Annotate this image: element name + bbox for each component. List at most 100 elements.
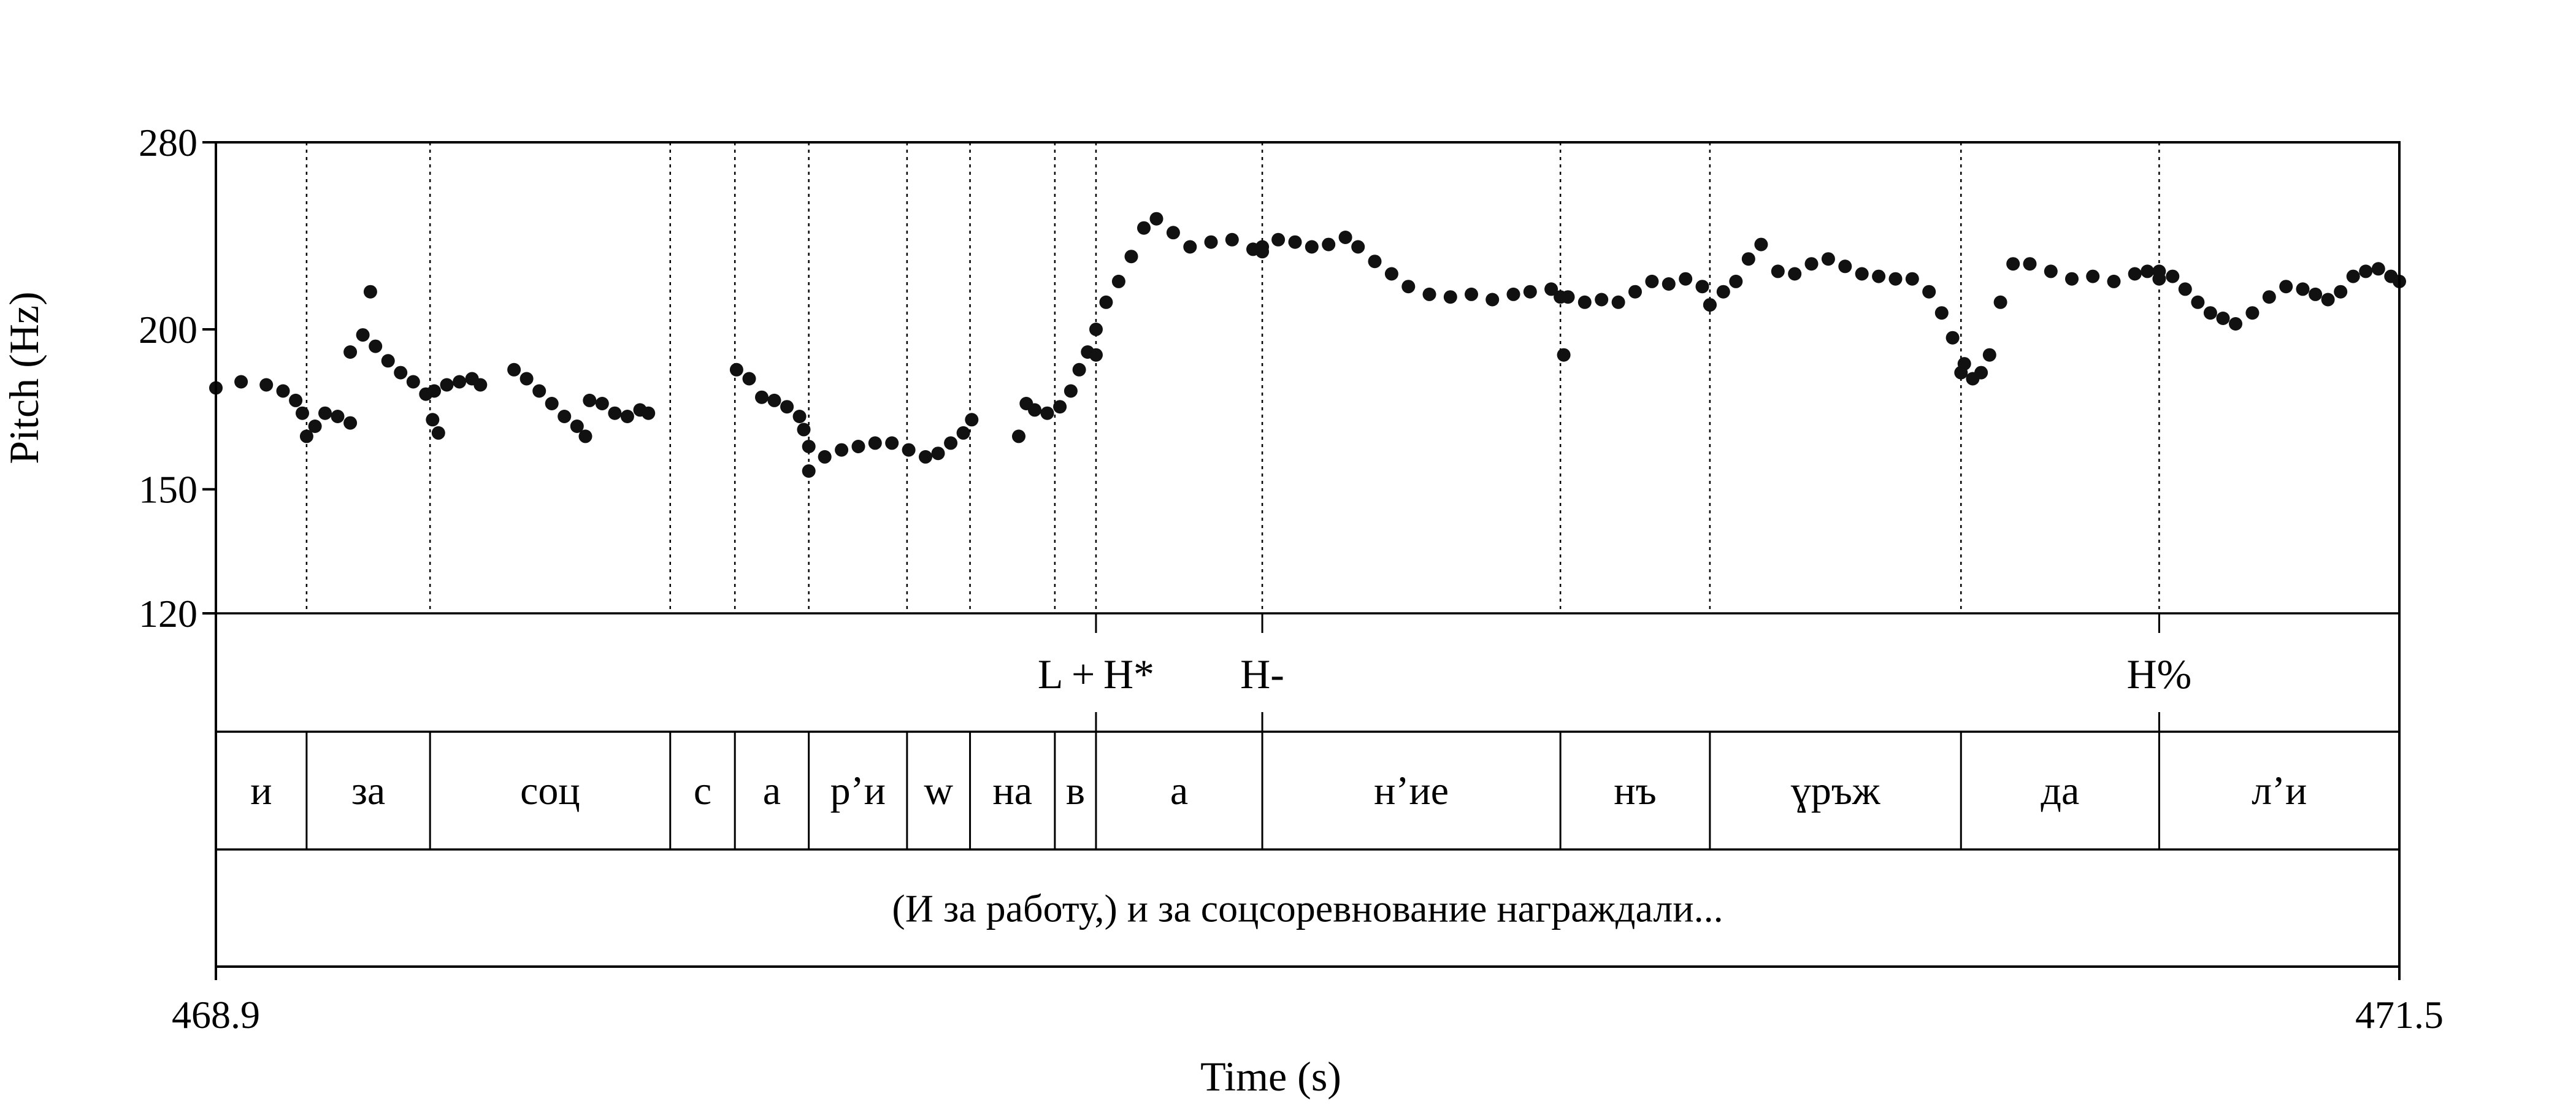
segment-label: ɣръж bbox=[1791, 769, 1880, 813]
pitch-point bbox=[802, 440, 816, 453]
boundary-lines bbox=[305, 142, 2160, 613]
pitch-point bbox=[308, 420, 322, 433]
pitch-point bbox=[2178, 282, 2192, 296]
pitch-point bbox=[868, 436, 882, 450]
pitch-point bbox=[1741, 252, 1755, 266]
pitch-point bbox=[1611, 295, 1625, 309]
pitch-point bbox=[1982, 348, 1996, 362]
pitch-point bbox=[1974, 366, 1988, 380]
pitch-point bbox=[729, 362, 743, 377]
pitch-point bbox=[2023, 257, 2037, 271]
pitch-point bbox=[902, 443, 916, 457]
pitch-point bbox=[507, 362, 521, 377]
pitch-point bbox=[1053, 400, 1067, 414]
pitch-point bbox=[1338, 231, 1352, 244]
pitch-point bbox=[1271, 232, 1286, 247]
pitch-point bbox=[1124, 250, 1138, 264]
pitch-point bbox=[578, 429, 592, 443]
pitch-point bbox=[944, 436, 958, 450]
pitch-point bbox=[2086, 269, 2100, 283]
y-tick-label: 200 bbox=[139, 308, 197, 351]
pitch-point bbox=[835, 443, 849, 457]
pitch-point bbox=[1544, 282, 1558, 296]
pitch-point bbox=[406, 375, 420, 389]
pitch-point bbox=[885, 436, 899, 450]
pitch-point bbox=[1137, 221, 1151, 235]
pitch-point bbox=[608, 406, 622, 420]
pitch-point bbox=[1465, 287, 1478, 301]
segment-label: и bbox=[250, 769, 272, 813]
y-axis-label: Pitch (Hz) bbox=[1, 291, 47, 464]
pitch-point bbox=[2152, 264, 2166, 278]
y-tick-label: 150 bbox=[139, 468, 197, 512]
pitch-point bbox=[2279, 280, 2293, 294]
pitch-points bbox=[209, 212, 2406, 478]
pitch-point bbox=[1506, 287, 1520, 301]
pitch-point bbox=[1089, 323, 1103, 336]
pitch-point bbox=[1072, 362, 1086, 377]
annotation-tiers: L + H* H- H% и за соц с а р’и w на в а н’ие нъ ɣръж да л’… bbox=[250, 613, 2307, 930]
pitch-point bbox=[1695, 280, 1709, 294]
pitch-point bbox=[276, 384, 290, 398]
pitch-point bbox=[767, 393, 781, 407]
pitch-point bbox=[1401, 280, 1416, 294]
pitch-point bbox=[1934, 306, 1949, 320]
pitch-point bbox=[1099, 295, 1113, 309]
pitch-point bbox=[802, 464, 816, 478]
pitch-point bbox=[1905, 272, 1919, 286]
pitch-point bbox=[1771, 264, 1785, 278]
pitch-point bbox=[1595, 293, 1609, 307]
pitch-point bbox=[2346, 269, 2360, 283]
pitch-point bbox=[1368, 255, 1382, 269]
pitch-point bbox=[818, 450, 832, 464]
pitch-point bbox=[1225, 232, 1239, 247]
tone-label: H- bbox=[1240, 651, 1284, 697]
pitch-point bbox=[1838, 259, 1852, 274]
pitch-point bbox=[1557, 348, 1571, 362]
pitch-point bbox=[797, 423, 811, 437]
segment-label: с bbox=[694, 769, 711, 813]
pitch-point bbox=[318, 406, 332, 420]
pitch-point bbox=[1804, 257, 1819, 271]
pitch-point bbox=[1305, 240, 1319, 254]
pitch-point bbox=[1351, 240, 1365, 254]
pitch-point bbox=[2371, 262, 2385, 276]
segment-label: нъ bbox=[1614, 769, 1656, 813]
pitch-point bbox=[1204, 235, 1218, 249]
pitch-point bbox=[259, 378, 274, 392]
pitch-point bbox=[1716, 285, 1730, 299]
y-tick-label: 280 bbox=[139, 121, 197, 164]
pitch-point bbox=[2203, 306, 2217, 320]
segment-label: в bbox=[1066, 769, 1085, 813]
pitch-point bbox=[1089, 348, 1103, 362]
pitch-point bbox=[956, 426, 970, 440]
segment-label: да bbox=[2041, 769, 2079, 813]
pitch-point bbox=[1729, 274, 1743, 288]
pitch-point bbox=[356, 328, 370, 342]
pitch-point bbox=[1149, 212, 1163, 226]
pitch-point bbox=[289, 393, 303, 407]
pitch-point bbox=[1561, 290, 1575, 304]
segment-label: w bbox=[924, 769, 953, 813]
pitch-point bbox=[1111, 274, 1125, 288]
pitch-point bbox=[1485, 293, 1500, 307]
pitch-point bbox=[642, 406, 656, 420]
x-axis-label: Time (s) bbox=[1200, 1053, 1341, 1100]
pitch-point bbox=[1703, 298, 1717, 312]
pitch-point bbox=[1645, 274, 1659, 288]
pitch-point bbox=[2321, 293, 2335, 307]
pitch-point bbox=[1012, 429, 1025, 443]
pitch-point bbox=[381, 354, 395, 368]
pitch-point bbox=[2229, 317, 2242, 331]
pitch-point bbox=[780, 400, 794, 414]
pitch-point bbox=[1166, 226, 1180, 240]
pitch-point bbox=[792, 410, 807, 423]
pitch-point bbox=[1855, 267, 1869, 281]
segment-label: за bbox=[351, 769, 385, 813]
pitch-point bbox=[595, 397, 609, 410]
pitch-point bbox=[519, 372, 534, 386]
pitch-point bbox=[234, 375, 248, 389]
pitch-point bbox=[2296, 282, 2310, 296]
pitch-point bbox=[369, 339, 383, 353]
